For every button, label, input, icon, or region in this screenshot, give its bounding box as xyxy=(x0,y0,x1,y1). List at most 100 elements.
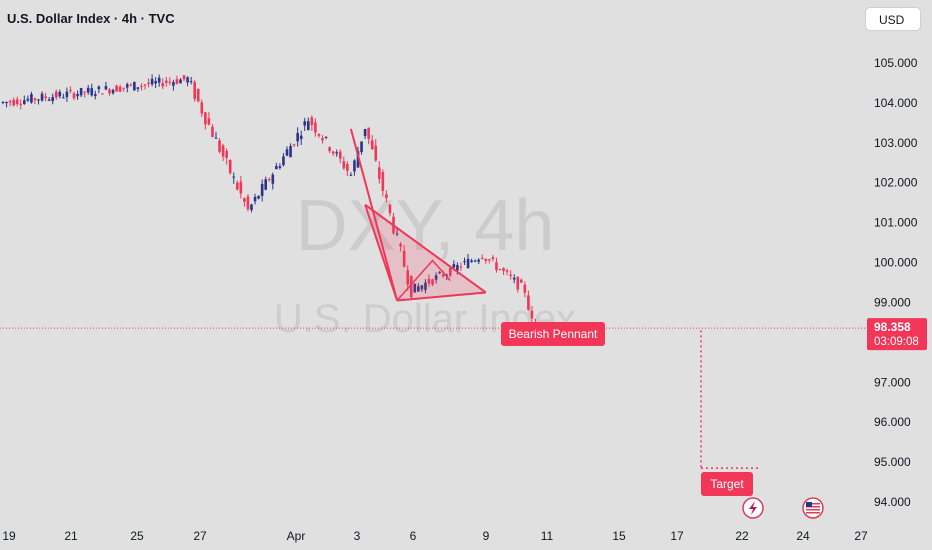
y-axis-label: 101.000 xyxy=(874,216,918,230)
candle xyxy=(125,84,129,88)
candle xyxy=(118,86,122,92)
candle xyxy=(150,78,154,85)
candle xyxy=(243,198,246,202)
us-flag-icon-circle xyxy=(802,497,824,519)
candle xyxy=(491,257,495,260)
candle xyxy=(140,85,143,87)
flag-stripe xyxy=(806,512,820,514)
candle xyxy=(165,80,168,83)
candle xyxy=(246,196,250,210)
pennant-label-box xyxy=(501,322,605,346)
us-flag-icon[interactable] xyxy=(802,497,824,519)
candle xyxy=(54,91,58,98)
candle xyxy=(5,101,8,104)
candle xyxy=(257,195,260,199)
x-axis-label: 22 xyxy=(735,529,749,543)
candle xyxy=(395,233,399,235)
x-axis-label: 15 xyxy=(612,529,626,543)
x-axis-label: Apr xyxy=(287,529,306,543)
candle xyxy=(296,133,299,142)
candle xyxy=(225,151,228,158)
candle xyxy=(310,117,314,126)
candle xyxy=(381,172,385,191)
candle xyxy=(498,269,502,271)
candle xyxy=(97,86,101,90)
candle xyxy=(115,85,118,92)
candle xyxy=(378,167,381,179)
candle xyxy=(62,97,65,99)
candle xyxy=(193,82,196,99)
symbol-title: U.S. Dollar Index · 4h · TVC xyxy=(7,11,175,26)
candle xyxy=(342,161,346,169)
candle xyxy=(90,88,94,96)
candle xyxy=(143,84,147,86)
candle xyxy=(452,264,456,268)
event-lightning-icon[interactable] xyxy=(742,497,764,519)
candle xyxy=(200,102,204,114)
candle xyxy=(363,129,367,137)
candle xyxy=(15,99,19,105)
candle xyxy=(37,99,40,101)
candle xyxy=(367,127,370,139)
candle xyxy=(168,81,172,83)
candle xyxy=(470,260,473,263)
candle xyxy=(172,82,175,86)
candle xyxy=(385,194,388,199)
candle xyxy=(338,151,342,159)
candle xyxy=(47,99,51,101)
candle xyxy=(76,94,79,97)
candle xyxy=(236,182,239,190)
candle xyxy=(289,146,292,158)
candle xyxy=(51,97,54,102)
candle xyxy=(370,140,374,150)
candle xyxy=(484,258,488,261)
candle xyxy=(186,77,189,83)
candle xyxy=(40,93,44,101)
candle xyxy=(94,94,97,96)
candle xyxy=(275,166,278,170)
candle xyxy=(214,137,218,139)
candle xyxy=(466,258,470,269)
y-axis-label: 105.000 xyxy=(874,56,918,70)
candle xyxy=(516,276,520,290)
watermark-ticker: DXY, 4h xyxy=(296,186,555,266)
candle xyxy=(434,275,438,280)
flag-stripe xyxy=(806,506,820,508)
candle xyxy=(218,140,221,152)
candle xyxy=(424,282,427,290)
candle xyxy=(175,79,179,84)
currency-button[interactable]: USD xyxy=(865,7,921,31)
candle xyxy=(520,279,523,283)
candle xyxy=(409,275,413,298)
candle xyxy=(58,91,62,97)
candle xyxy=(374,145,378,161)
candle xyxy=(282,156,285,166)
candle xyxy=(86,87,90,93)
candle xyxy=(402,250,406,267)
candle xyxy=(314,122,317,133)
candle xyxy=(8,101,12,103)
candle xyxy=(512,277,516,280)
candle xyxy=(431,279,434,285)
candle xyxy=(349,174,353,176)
x-axis-label: 27 xyxy=(193,529,207,543)
candle xyxy=(12,99,15,106)
candle xyxy=(388,204,392,214)
candle xyxy=(438,272,441,274)
candle xyxy=(449,268,452,276)
y-axis-label: 103.000 xyxy=(874,136,918,150)
candle xyxy=(83,91,86,93)
candle xyxy=(420,285,424,290)
flag-stripe xyxy=(806,503,820,505)
x-axis-label: 27 xyxy=(854,529,868,543)
candle xyxy=(353,160,356,172)
candle xyxy=(204,112,207,125)
flag-canton xyxy=(806,502,812,507)
candle xyxy=(129,84,133,86)
pennant-fill xyxy=(365,204,486,301)
candle xyxy=(228,159,232,174)
pennant-inner-line xyxy=(396,259,451,301)
candle xyxy=(1,101,5,104)
candle xyxy=(356,151,360,168)
